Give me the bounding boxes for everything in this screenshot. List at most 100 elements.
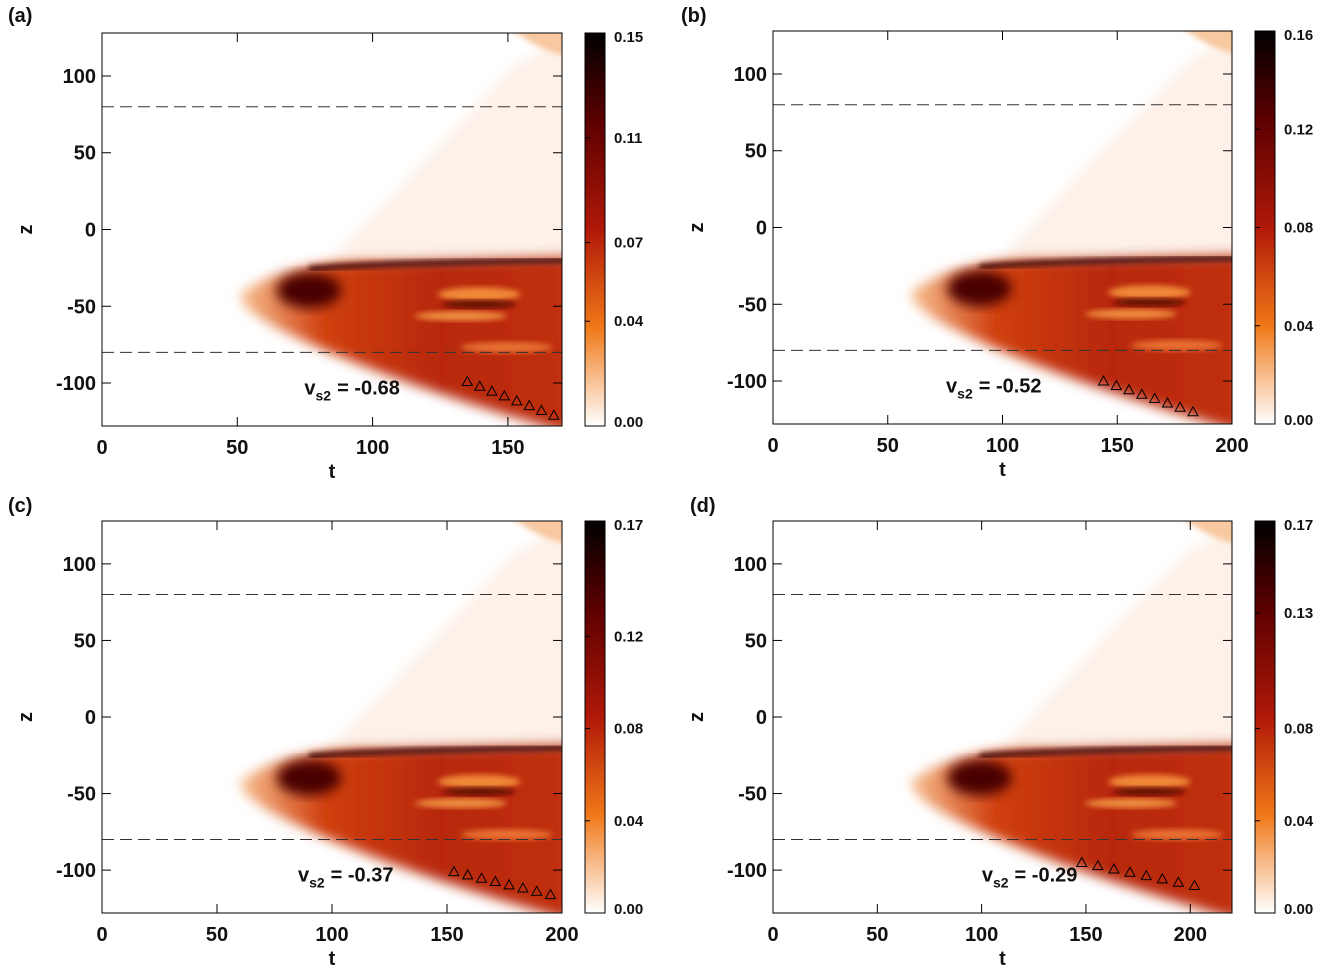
annotation: vs2 = -0.37 bbox=[298, 865, 394, 891]
x-tick-label: 50 bbox=[206, 924, 228, 946]
x-tick-label: 150 bbox=[1101, 435, 1134, 457]
triangle-marker bbox=[1174, 401, 1186, 412]
colorbar-tick-label: 0.04 bbox=[614, 813, 644, 830]
y-tick-label: 50 bbox=[745, 630, 767, 652]
colorbar-tick-label: 0.17 bbox=[614, 517, 643, 534]
x-tick-label: 0 bbox=[767, 435, 778, 457]
panel-label: (c) bbox=[8, 495, 32, 517]
annotation-text: = -0.68 bbox=[337, 378, 400, 400]
x-tick-label: 150 bbox=[430, 924, 463, 946]
annotation-symbol: v bbox=[304, 378, 316, 400]
x-tick-label: 100 bbox=[986, 435, 1019, 457]
colorbar-tick-label: 0.16 bbox=[1284, 27, 1313, 44]
streak bbox=[1108, 285, 1191, 300]
y-tick-label: 0 bbox=[756, 707, 767, 729]
annotation-symbol: v bbox=[946, 376, 958, 398]
x-tick-label: 0 bbox=[96, 924, 107, 946]
x-axis-label: t bbox=[329, 948, 336, 970]
annotation-symbol: v bbox=[298, 865, 310, 887]
colorbar-tick-label: 0.04 bbox=[1284, 813, 1314, 830]
x-tick-label: 150 bbox=[1069, 924, 1102, 946]
streak bbox=[460, 341, 553, 353]
colorbar bbox=[584, 32, 606, 427]
annotation: vs2 = -0.52 bbox=[946, 376, 1042, 402]
heatmap bbox=[910, 521, 1232, 913]
annotation-subscript: s2 bbox=[316, 388, 332, 404]
x-axis-label: t bbox=[999, 948, 1006, 970]
x-tick-label: 0 bbox=[96, 437, 107, 459]
x-tick-label: 200 bbox=[1215, 435, 1248, 457]
colorbar-tick-label: 0.15 bbox=[614, 29, 643, 46]
x-tick-label: 200 bbox=[545, 924, 578, 946]
triangle-marker bbox=[1124, 866, 1136, 877]
panel-label: (a) bbox=[8, 5, 32, 27]
y-axis-label: z bbox=[15, 712, 37, 722]
corner-region bbox=[516, 33, 562, 55]
heatmap bbox=[910, 31, 1232, 424]
y-tick-label: -50 bbox=[67, 784, 96, 806]
annotation-subscript: s2 bbox=[309, 875, 325, 891]
annotation: vs2 = -0.29 bbox=[982, 865, 1078, 891]
y-tick-label: -100 bbox=[727, 371, 767, 393]
corner-region bbox=[1186, 31, 1232, 53]
colorbar-tick-label: 0.00 bbox=[1284, 901, 1313, 918]
triangle-marker bbox=[1110, 379, 1123, 390]
colorbar-tick-label: 0.12 bbox=[614, 628, 643, 645]
triangle-marker bbox=[1187, 405, 1199, 417]
panel-label: (d) bbox=[690, 495, 716, 517]
streak bbox=[437, 287, 521, 302]
y-axis-label: z bbox=[15, 225, 37, 235]
colorbar-tick-label: 0.04 bbox=[614, 313, 644, 330]
colorbar-tick-label: 0.00 bbox=[614, 414, 643, 431]
colorbar-tick-label: 0.00 bbox=[614, 901, 643, 918]
y-tick-label: 100 bbox=[63, 554, 96, 576]
y-tick-label: 100 bbox=[734, 64, 767, 86]
annotation: vs2 = -0.68 bbox=[304, 378, 400, 404]
core bbox=[947, 270, 1012, 307]
core bbox=[276, 272, 342, 309]
triangle-marker bbox=[1135, 388, 1148, 399]
streak bbox=[414, 311, 507, 321]
heatmap bbox=[240, 521, 562, 913]
y-tick-label: 0 bbox=[85, 707, 96, 729]
colorbar-tick-label: 0.00 bbox=[1284, 412, 1313, 429]
core bbox=[947, 760, 1012, 796]
x-tick-label: 150 bbox=[491, 437, 524, 459]
triangle-marker bbox=[548, 409, 560, 420]
triangle-marker bbox=[498, 389, 511, 401]
colorbar-tick-label: 0.04 bbox=[1284, 318, 1314, 335]
triangle-marker bbox=[461, 375, 474, 386]
streak bbox=[414, 798, 507, 808]
faint-region bbox=[1002, 36, 1232, 256]
x-axis-label: t bbox=[329, 461, 336, 483]
streak bbox=[1085, 309, 1177, 319]
x-axis-label: t bbox=[999, 459, 1006, 481]
panel: 0 50 100 150 -100 -50 0 50 100 t z (a) vs2 = -0.68 0.0… bbox=[8, 5, 644, 483]
dark-band bbox=[442, 787, 516, 796]
x-tick-label: 50 bbox=[226, 437, 248, 459]
top-ridge bbox=[308, 745, 562, 759]
triangle-marker bbox=[1156, 872, 1169, 884]
x-tick-label: 200 bbox=[1174, 924, 1207, 946]
top-ridge bbox=[308, 257, 562, 272]
triangle-marker bbox=[523, 399, 536, 411]
y-tick-label: -100 bbox=[56, 373, 96, 395]
colorbar-tick-label: 0.07 bbox=[614, 235, 643, 252]
triangle-marker bbox=[461, 868, 474, 880]
triangle-marker bbox=[1075, 856, 1088, 867]
colorbar-tick-label: 0.13 bbox=[1284, 605, 1313, 622]
triangle-marker bbox=[1091, 859, 1104, 871]
triangle-marker bbox=[475, 872, 488, 883]
colorbar bbox=[1254, 520, 1276, 914]
dark-band bbox=[442, 300, 516, 309]
y-tick-label: 0 bbox=[85, 220, 96, 242]
streak bbox=[460, 829, 553, 841]
corner-region bbox=[516, 521, 562, 543]
faint-region bbox=[332, 526, 562, 745]
colorbar-tick-label: 0.12 bbox=[1284, 121, 1313, 138]
colorbar-tick-label: 0.17 bbox=[1284, 517, 1313, 534]
streak bbox=[1085, 798, 1177, 808]
